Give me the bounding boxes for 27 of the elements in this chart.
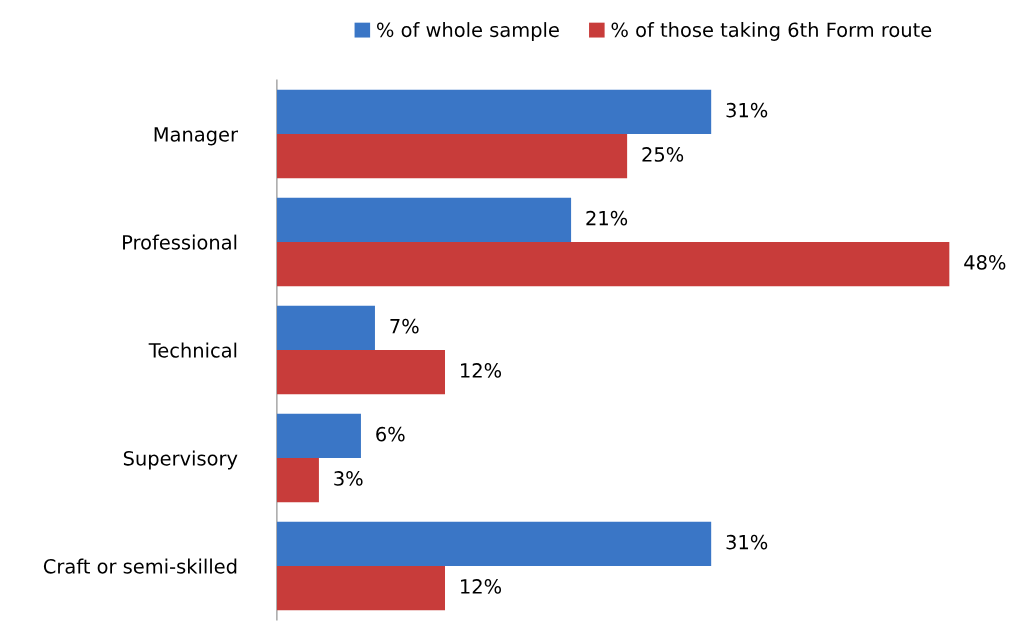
y-tick-label: Manager xyxy=(154,127,238,146)
data-label: 25% xyxy=(642,147,684,162)
bar xyxy=(276,521,712,566)
bar xyxy=(276,566,446,611)
data-label: 48% xyxy=(964,255,1006,270)
data-label: 31% xyxy=(726,534,768,550)
y-tick-label: Technical xyxy=(148,342,237,358)
y-tick-label: Professional xyxy=(123,234,237,250)
bar xyxy=(276,458,319,503)
data-label: 6% xyxy=(376,426,405,442)
data-label: 21% xyxy=(586,210,628,226)
bar xyxy=(276,89,712,134)
data-label: 7% xyxy=(390,318,419,334)
data-label: 31% xyxy=(726,102,768,118)
data-label: 12% xyxy=(461,579,502,594)
bar xyxy=(276,134,628,179)
bar xyxy=(276,197,572,242)
y-tick-label: Supervisory xyxy=(123,450,238,470)
y-tick-label: Craft or semi-skilled xyxy=(43,558,237,574)
bar xyxy=(276,305,375,350)
bar xyxy=(276,413,361,458)
data-label: 3% xyxy=(334,471,363,486)
bar xyxy=(276,350,446,395)
legend-label: % of whole sample xyxy=(377,22,559,41)
bar xyxy=(276,242,950,287)
data-label: 12% xyxy=(461,363,502,378)
legend-label: % of those taking 6th Form route xyxy=(611,22,932,41)
